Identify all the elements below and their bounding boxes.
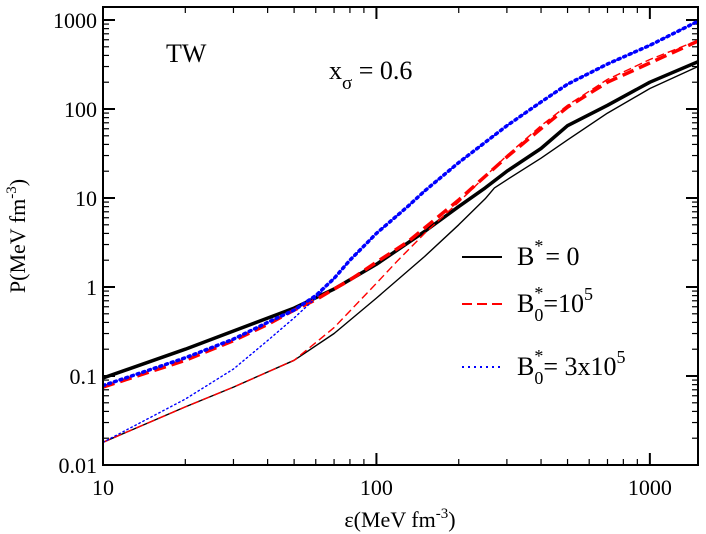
legend: B*= 0 B* 0=105 B* 0= 3x105 [462, 236, 626, 388]
legend-label-B3e5: B* 0= 3x105 [517, 346, 626, 388]
series-line-B1e5-thin [103, 39, 698, 443]
y-tick-label: 0.1 [70, 364, 98, 389]
x-tick-label: 10 [92, 475, 114, 500]
y-tick-label: 0.01 [59, 453, 98, 478]
y-axis-label: P(MeV fm-3) [4, 179, 30, 293]
series-line-B0-thin [103, 65, 698, 443]
y-tick-label: 1000 [53, 8, 97, 33]
x-tick-label: 100 [360, 475, 393, 500]
tick-labels: 10 100 1000 0.01 0.1 1 10 100 1000 [53, 8, 672, 500]
x-axis-label: ε(MeV fm-3) [344, 506, 455, 532]
y-tick-label: 1 [86, 275, 97, 300]
x-tick-label: 1000 [628, 475, 672, 500]
legend-label-B1e5: B* 0=105 [517, 283, 593, 325]
parameter-annotation: xσ = 0.6 [329, 56, 412, 94]
series-line-B3e5-thick [103, 19, 698, 388]
y-tick-label: 10 [75, 186, 97, 211]
plot-frame [102, 6, 699, 466]
y-tick-label: 100 [64, 97, 97, 122]
legend-label-B0: B*= 0 [517, 236, 580, 271]
model-annotation: TW [166, 39, 207, 68]
series-line-B0-thick [103, 60, 698, 380]
series-layer [103, 19, 698, 443]
